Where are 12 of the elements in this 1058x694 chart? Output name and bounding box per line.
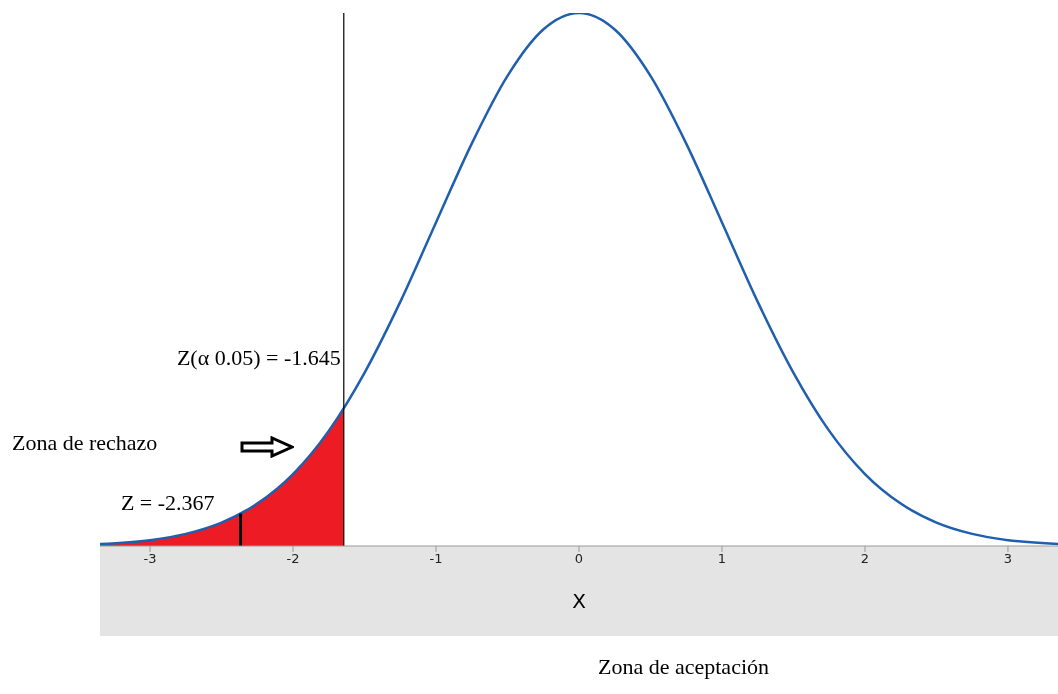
- x-tick-label: -2: [286, 551, 300, 567]
- x-tick-label: -3: [143, 551, 157, 567]
- x-tick-label: 0: [574, 551, 584, 567]
- x-tick-label: 2: [860, 551, 870, 567]
- x-tick-label: 1: [717, 551, 727, 567]
- x-tick-label: 3: [1003, 551, 1013, 567]
- x-axis-title: X: [572, 589, 587, 614]
- annotation: Zona de rechazo: [12, 430, 158, 456]
- text: Zona de aceptación: [598, 654, 770, 680]
- series-label: Z = -2.367: [120, 489, 215, 515]
- ref-line-label: Z(α 0.05) = -1.645: [176, 344, 341, 370]
- x-tick-label: -1: [429, 551, 443, 567]
